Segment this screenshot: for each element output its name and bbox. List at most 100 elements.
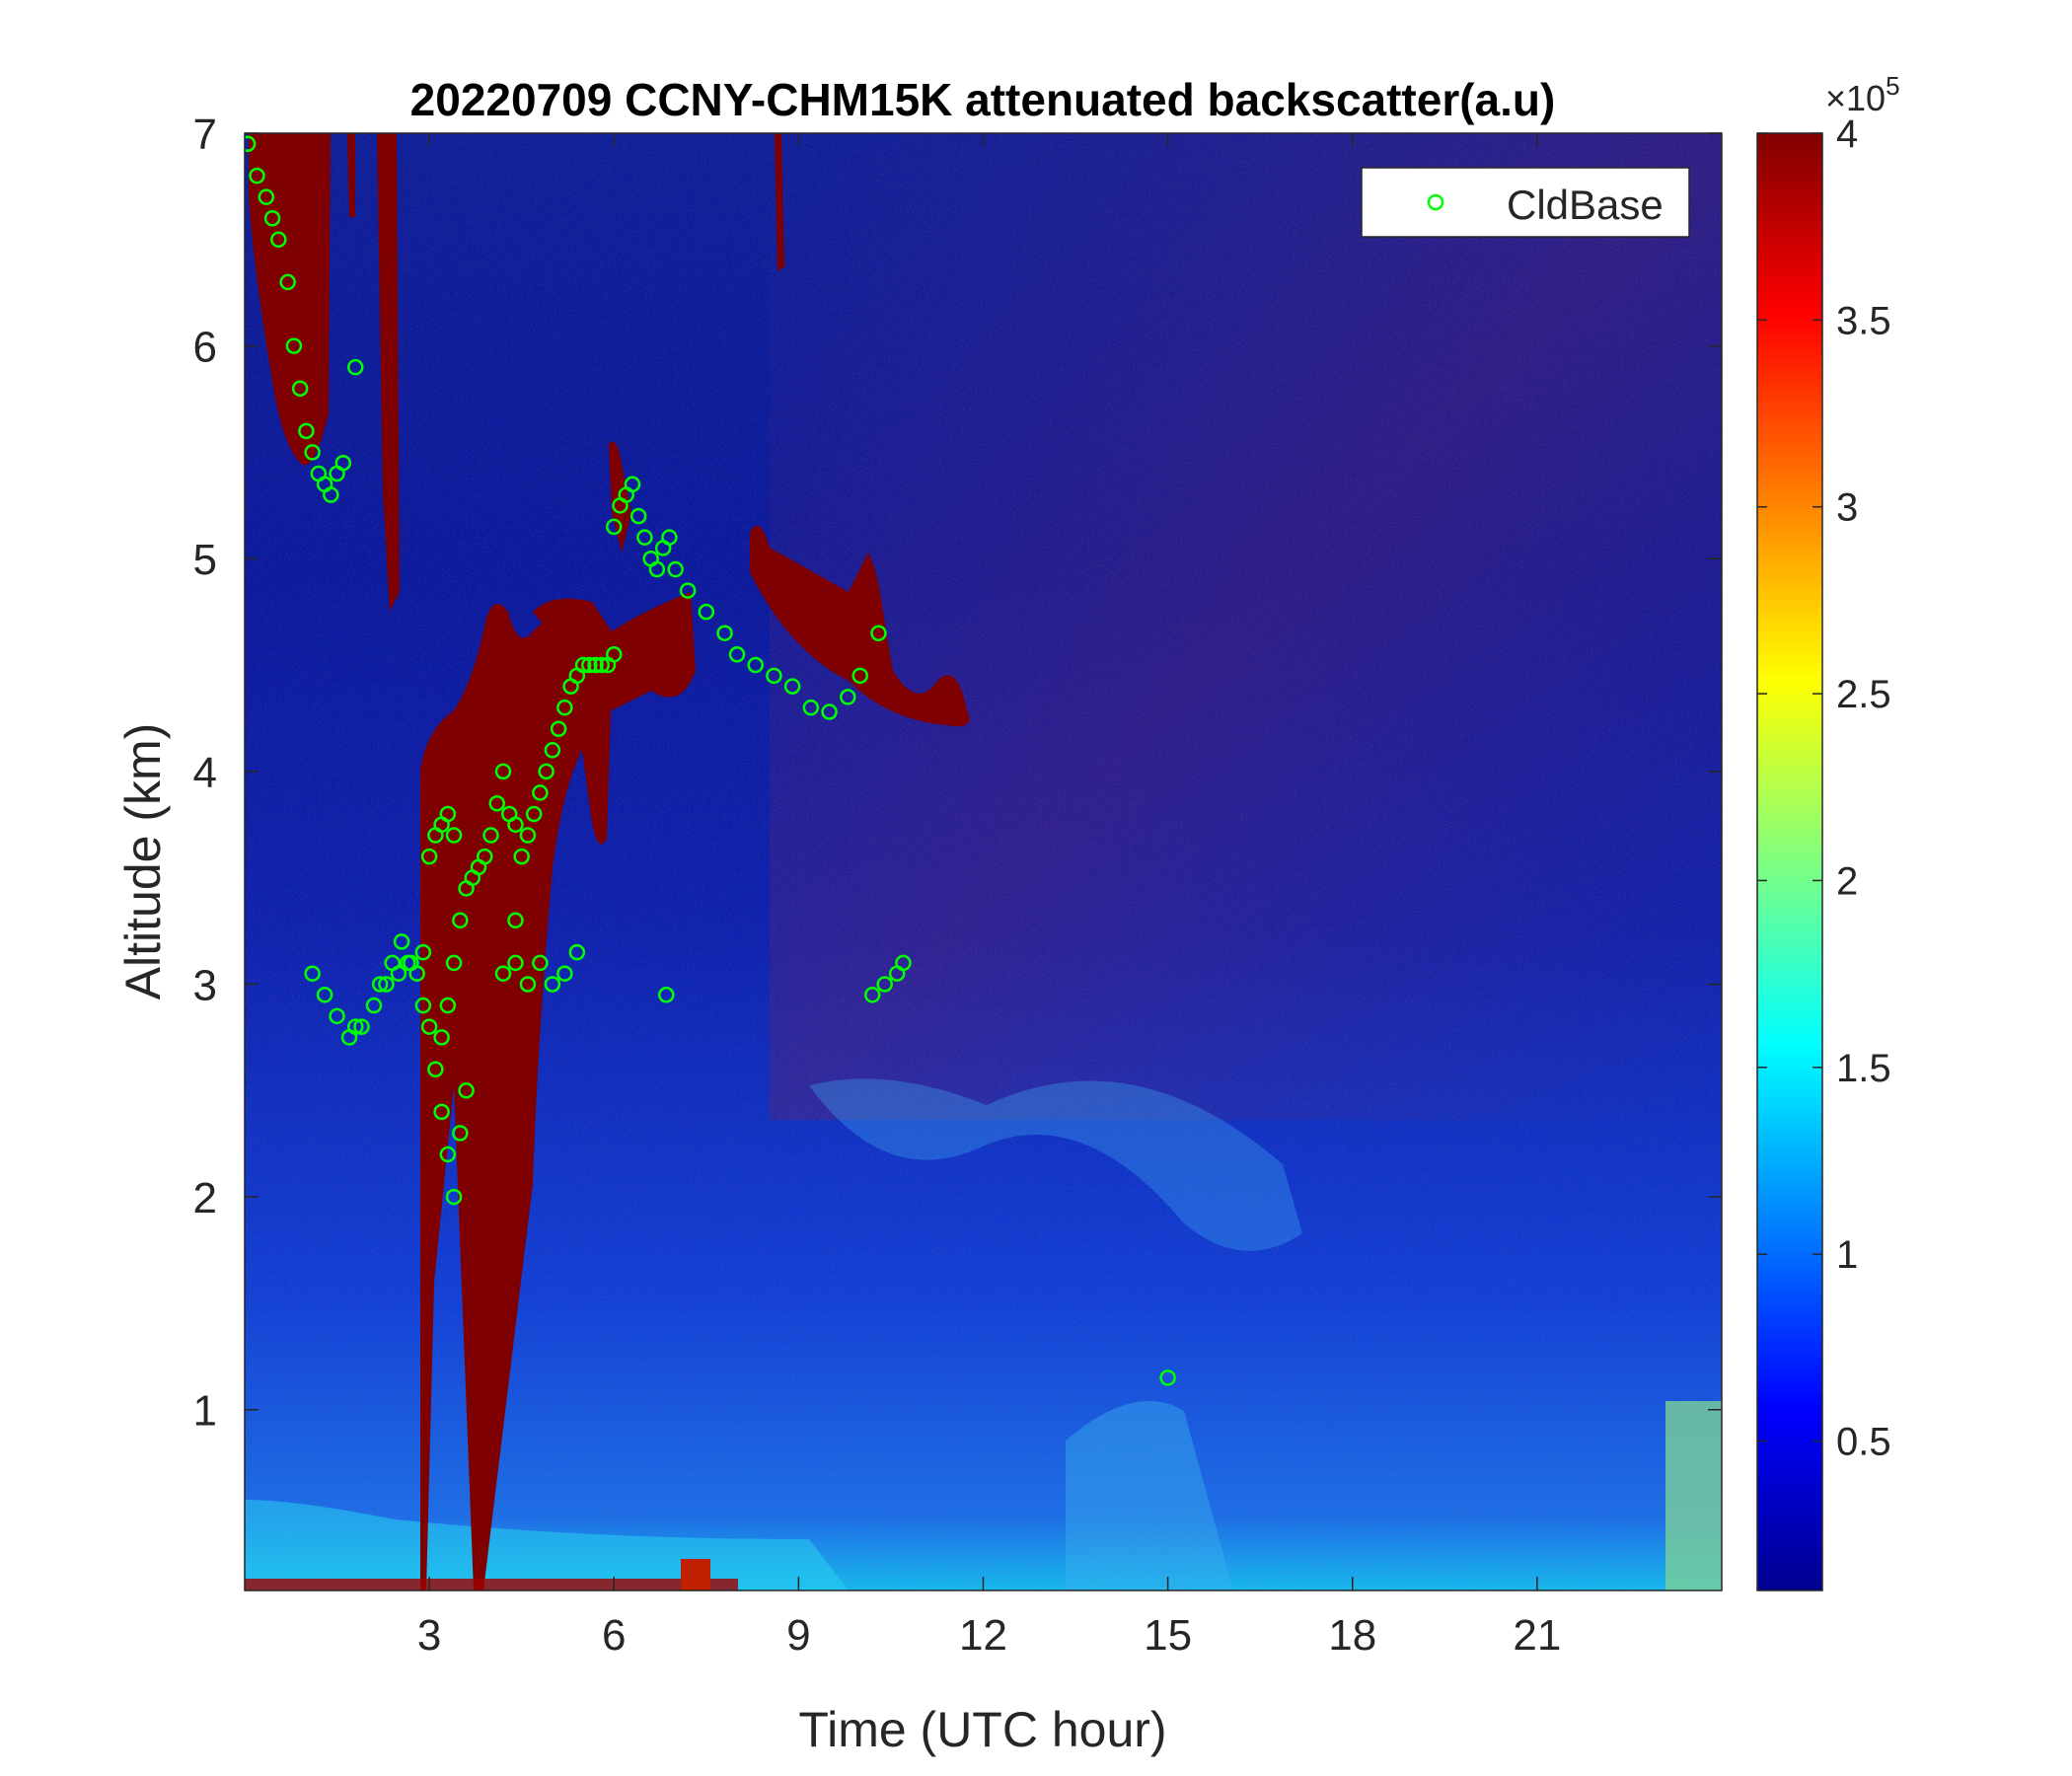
- cldbase-point: [624, 476, 641, 493]
- cloud-feature-streak-2: [347, 133, 355, 217]
- cldbase-point: [445, 827, 463, 844]
- cldbase-point: [544, 742, 561, 759]
- cldbase-point: [802, 699, 820, 716]
- cldbase-point: [876, 976, 893, 993]
- colorbar-tick-label: 3: [1836, 486, 1858, 530]
- cldbase-point: [414, 997, 432, 1014]
- cldbase-point: [249, 167, 265, 185]
- x-tick-label: 15: [1144, 1611, 1192, 1660]
- y-tick-label: 5: [193, 536, 217, 584]
- cldbase-point: [298, 422, 315, 440]
- x-axis: 3 6 9 12 15 18 21: [417, 133, 1561, 1660]
- cldbase-point: [606, 646, 623, 663]
- colorbar-tick-label: 0.5: [1836, 1421, 1891, 1464]
- cldbase-point: [365, 997, 383, 1014]
- late-surface-feature: [1665, 1401, 1722, 1591]
- cloud-feature-early: [249, 133, 331, 466]
- y-tick-label: 1: [193, 1387, 217, 1436]
- cldbase-point: [439, 997, 457, 1014]
- y-tick-label: 4: [193, 749, 217, 797]
- cldbase-point: [371, 976, 389, 993]
- legend-box: [1361, 167, 1690, 238]
- cloud-feature-column: [420, 604, 615, 1591]
- cldbase-point: [285, 337, 303, 354]
- cldbase-point: [420, 848, 438, 865]
- cldbase-point: [488, 794, 505, 812]
- colorbar-ramp: [1756, 132, 1823, 1591]
- cldbase-point: [513, 848, 530, 865]
- cldbase-point: [347, 1018, 364, 1035]
- cldbase-point: [574, 656, 592, 674]
- y-tick-label: 7: [193, 111, 217, 159]
- cldbase-point: [556, 699, 573, 716]
- cldbase-point: [323, 486, 339, 503]
- colorbar-tick-label: 3.5: [1836, 299, 1891, 342]
- y-axis-label: Altitude (km): [115, 723, 171, 1000]
- cldbase-point: [863, 987, 881, 1003]
- cldbase-point: [507, 816, 524, 834]
- y-tick-label: 6: [193, 324, 217, 372]
- cldbase-point: [378, 976, 395, 993]
- cldbase-point: [452, 1125, 469, 1142]
- cldbase-point: [783, 678, 801, 695]
- cldbase-point: [334, 454, 352, 472]
- cloud-feature-streak-1: [377, 133, 400, 612]
- x-axis-label: Time (UTC hour): [798, 1702, 1166, 1757]
- x-tick-label: 18: [1328, 1611, 1376, 1660]
- x-tick-label: 3: [417, 1611, 441, 1660]
- cldbase-point: [420, 1018, 438, 1035]
- cldbase-point: [661, 529, 678, 546]
- cldbase-point: [532, 954, 549, 972]
- cldbase-point: [851, 667, 868, 685]
- cldbase-point: [840, 689, 856, 705]
- cldbase-point: [427, 1061, 444, 1077]
- cldbase-point: [766, 667, 782, 685]
- cldbase-point: [519, 827, 537, 844]
- cldbase-point: [439, 805, 457, 823]
- surface-strip-bright: [681, 1559, 710, 1591]
- cldbase-point: [507, 954, 524, 972]
- cldbase-point: [568, 943, 586, 961]
- cldbase-point: [291, 380, 309, 397]
- cldbase-point: [452, 912, 469, 929]
- y-axis: 1 2 3 4 5 6 7: [193, 111, 1722, 1436]
- cldbase-point: [494, 763, 512, 780]
- cldbase-point: [593, 656, 611, 674]
- colorbar-tick-label: 2: [1836, 859, 1858, 903]
- cldbase-point: [329, 1007, 345, 1025]
- colorbar-tick-label: 1: [1836, 1233, 1858, 1277]
- cldbase-point: [263, 209, 281, 227]
- cloud-feature-thin: [775, 133, 784, 271]
- cldbase-point: [458, 1082, 475, 1099]
- x-tick-label: 21: [1513, 1611, 1561, 1660]
- cldbase-point: [895, 954, 912, 972]
- cldbase-point: [550, 720, 567, 737]
- cldbase-point: [658, 987, 675, 1003]
- cldbase-point: [477, 848, 493, 865]
- cldbase-point: [728, 646, 746, 663]
- colorbar-tick-label: 4: [1836, 112, 1858, 156]
- y-tick-label: 3: [193, 961, 217, 1009]
- cloud-feature-sloped: [750, 525, 970, 726]
- cldbase-point: [747, 656, 764, 674]
- cldbase-point: [507, 912, 524, 929]
- cldbase-point: [821, 703, 838, 720]
- afternoon-surface-feature: [1066, 1401, 1233, 1591]
- cldbase-point: [433, 1029, 450, 1046]
- cldbase-point: [384, 954, 401, 972]
- colorbar-ticks: 0.5 1 1.5 2 2.5 3 3.5 4: [1757, 112, 1891, 1464]
- cldbase-point: [270, 231, 287, 249]
- cldbase-point: [606, 518, 623, 536]
- cldbase-point: [445, 954, 463, 972]
- cldbase-point: [445, 1188, 463, 1206]
- legend: CldBase: [1361, 167, 1690, 238]
- x-tick-label: 9: [786, 1611, 810, 1660]
- cldbase-point: [581, 656, 598, 674]
- colorbar-exponent: ×105: [1825, 71, 1900, 118]
- cldbase-point: [304, 444, 321, 461]
- x-tick-label: 6: [602, 1611, 626, 1660]
- colorbar-exponent-power: 5: [1886, 71, 1899, 101]
- colorbar-exponent-base: ×10: [1825, 78, 1886, 118]
- cldbase-point: [279, 273, 296, 291]
- surface-strip: [245, 1579, 738, 1591]
